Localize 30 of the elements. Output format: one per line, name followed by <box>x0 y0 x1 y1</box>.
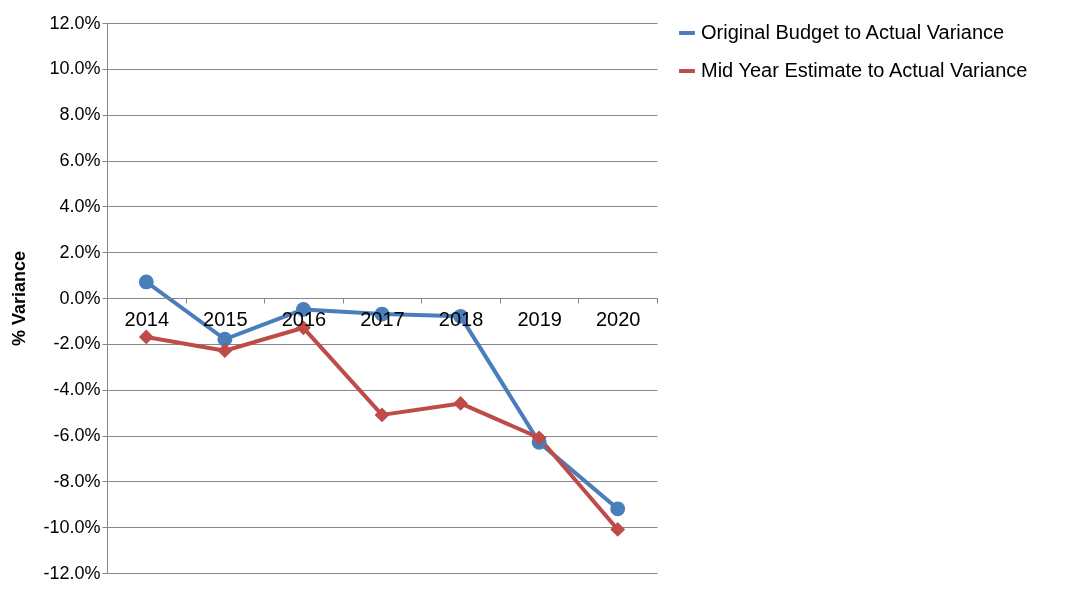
y-axis-title: % Variance <box>9 250 30 347</box>
x-tick-label: 2016 <box>281 307 327 330</box>
x-tick-label: 2015 <box>203 307 248 330</box>
y-tick-label: 0.0% <box>59 287 101 308</box>
point <box>138 274 154 290</box>
y-tick-label: 12.0% <box>49 12 101 33</box>
y-tick-label: 10.0% <box>49 58 101 79</box>
y-tick-label: 2.0% <box>59 241 101 262</box>
y-tick-label: -2.0% <box>53 333 101 354</box>
x-tick-label: 2019 <box>517 307 562 330</box>
point <box>610 501 626 517</box>
point <box>217 331 233 347</box>
point <box>138 329 154 345</box>
y-tick-label: -10.0% <box>43 516 101 537</box>
x-tick-label: 2014 <box>124 307 170 330</box>
legend-label: Mid Year Estimate to Actual Variance <box>701 59 1028 81</box>
point <box>610 522 626 537</box>
point <box>453 396 468 411</box>
y-tick-label: -12.0% <box>43 562 101 583</box>
legend-label: Original Budget to Actual Variance <box>701 21 1005 43</box>
y-tick-label: -6.0% <box>53 425 101 445</box>
point <box>217 343 233 359</box>
point <box>374 407 390 423</box>
y-tick-label: 8.0% <box>59 104 101 125</box>
x-tick-label: 2020 <box>595 307 641 330</box>
y-tick-label: -8.0% <box>53 470 101 491</box>
y-tick-label: 4.0% <box>59 195 101 216</box>
y-tick-label: 6.0% <box>59 150 101 170</box>
point <box>531 430 547 446</box>
y-tick-label: -4.0% <box>53 379 101 400</box>
